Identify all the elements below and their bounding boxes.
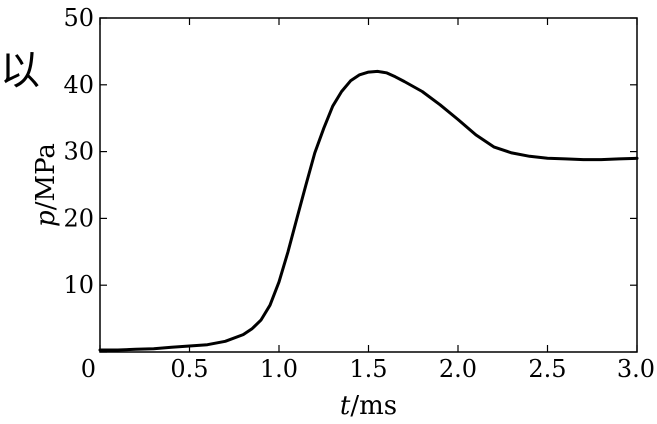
pressure-curve: [98, 69, 639, 352]
plot-frame: [99, 17, 638, 353]
x-tick-label: 3.0: [617, 355, 655, 383]
x-axis-label-var: t: [340, 391, 351, 421]
x-axis-label: t/ms: [340, 391, 397, 421]
x-tick-label: 1.0: [260, 355, 298, 383]
x-tick-label: 1.5: [349, 355, 387, 383]
y-axis-label: p/MPa: [31, 143, 61, 227]
y-tick-label: 30: [63, 138, 94, 166]
y-axis-label-unit: /MPa: [31, 143, 61, 210]
stray-character: 以: [0, 48, 40, 94]
axis-tick-labels: 0 0.5 1.0 1.5 2.0 2.5 3.0 10 20 30 40 50: [63, 4, 655, 383]
y-tick-label: 40: [63, 71, 94, 99]
x-tick-label: 2.0: [439, 355, 477, 383]
y-tick-label: 50: [63, 4, 94, 32]
y-tick-label: 20: [63, 204, 94, 232]
y-tick-label: 10: [63, 271, 94, 299]
x-tick-label: 0.5: [170, 355, 208, 383]
y-axis-label-var: p: [31, 210, 61, 227]
x-axis-label-unit: /ms: [350, 391, 397, 421]
axis-ticks: [99, 17, 638, 353]
x-tick-label: 0: [81, 355, 96, 383]
x-tick-label: 2.5: [528, 355, 566, 383]
